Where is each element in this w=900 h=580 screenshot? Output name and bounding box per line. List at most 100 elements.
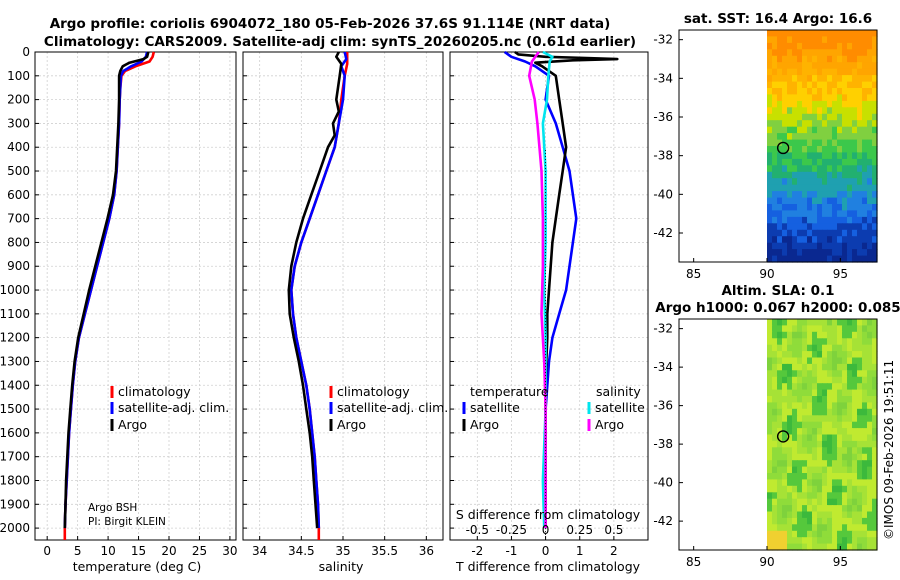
map-cell bbox=[767, 236, 773, 244]
map-cell bbox=[782, 517, 788, 525]
map-cell bbox=[862, 36, 868, 44]
map-cell bbox=[767, 543, 773, 551]
map-cell bbox=[792, 319, 798, 326]
map-cell bbox=[802, 158, 808, 166]
map-cell bbox=[812, 68, 818, 76]
map-cell bbox=[802, 75, 808, 83]
map-cell bbox=[857, 81, 863, 89]
map-cell bbox=[837, 197, 843, 205]
map-cell bbox=[777, 126, 783, 134]
map-cell bbox=[862, 440, 868, 448]
map-cell bbox=[847, 255, 853, 263]
map-cell bbox=[797, 466, 803, 474]
map-cell bbox=[857, 325, 863, 333]
map-cell bbox=[807, 351, 813, 359]
map-cell bbox=[822, 146, 828, 153]
map-cell bbox=[777, 204, 783, 211]
map-cell bbox=[767, 434, 773, 442]
map-cell bbox=[862, 383, 868, 391]
map-cell bbox=[857, 351, 863, 359]
map-cell bbox=[862, 344, 868, 352]
map-cell bbox=[852, 396, 858, 403]
map-cell bbox=[782, 152, 788, 160]
map-cell bbox=[797, 197, 803, 205]
s-diff-tick-label: 0 bbox=[542, 523, 550, 537]
map-cell bbox=[847, 344, 853, 352]
map-cell bbox=[817, 223, 823, 231]
depth-tick-label: 1900 bbox=[0, 497, 30, 511]
map-cell bbox=[812, 505, 818, 513]
map-cell bbox=[827, 139, 833, 147]
map-cell bbox=[772, 158, 778, 166]
map-cell bbox=[817, 453, 823, 461]
map-cell bbox=[787, 473, 793, 480]
map-cell bbox=[817, 363, 823, 371]
map-cell bbox=[852, 242, 858, 250]
map-cell bbox=[847, 165, 853, 173]
map-cell bbox=[827, 325, 833, 333]
map-cell bbox=[837, 331, 843, 339]
map-cell bbox=[862, 146, 868, 153]
map-cell bbox=[767, 100, 773, 108]
map-cell bbox=[772, 344, 778, 352]
map-cell bbox=[767, 210, 773, 218]
map-cell bbox=[847, 460, 853, 468]
map-cell bbox=[772, 383, 778, 391]
x-tick-label: 35.5 bbox=[371, 544, 398, 558]
legend-title-temperature: temperature bbox=[470, 384, 549, 399]
map-cell bbox=[872, 319, 878, 326]
map-cell bbox=[867, 178, 873, 186]
map-cell bbox=[782, 479, 788, 487]
map-cell bbox=[812, 338, 818, 346]
depth-axis-labels: 0100200300400500600700800900100011001200… bbox=[0, 45, 30, 535]
map-cell bbox=[862, 511, 868, 519]
map-cell bbox=[777, 408, 783, 416]
map-cell bbox=[852, 357, 858, 365]
map-cell bbox=[807, 139, 813, 147]
map-cell bbox=[847, 492, 853, 500]
imos-credit: ©IMOS 09-Feb-2026 19:51:11 bbox=[882, 360, 896, 540]
map-cell bbox=[772, 485, 778, 493]
map-cell bbox=[867, 530, 873, 538]
map-cell bbox=[847, 55, 853, 63]
map-cell bbox=[797, 492, 803, 500]
map-cell bbox=[812, 383, 818, 391]
map-cell bbox=[862, 453, 868, 461]
map-cell bbox=[842, 255, 848, 263]
series-line-argo bbox=[63, 51, 150, 529]
lat-tick-label: -34 bbox=[653, 71, 673, 85]
map-cell bbox=[772, 524, 778, 532]
map-cell bbox=[842, 171, 848, 179]
map-cell bbox=[782, 107, 788, 115]
map-cell bbox=[837, 460, 843, 468]
map-cell bbox=[797, 55, 803, 63]
map-cell bbox=[782, 62, 788, 70]
map-cell bbox=[847, 537, 853, 545]
map-cell bbox=[837, 229, 843, 237]
map-cell bbox=[782, 396, 788, 403]
map-cell bbox=[832, 530, 838, 538]
map-cell bbox=[807, 88, 813, 95]
series-line-satellite-adj-clim- bbox=[63, 51, 149, 529]
map-cell bbox=[807, 325, 813, 333]
map-cell bbox=[872, 543, 878, 551]
map-cell bbox=[802, 492, 808, 500]
map-cell bbox=[867, 331, 873, 339]
map-cell bbox=[867, 68, 873, 76]
map-cell bbox=[802, 537, 808, 545]
map-cell bbox=[842, 107, 848, 115]
map-cell bbox=[827, 49, 833, 57]
map-cell bbox=[822, 42, 828, 50]
map-cell bbox=[782, 319, 788, 326]
map-cell bbox=[872, 505, 878, 513]
map-cell bbox=[817, 236, 823, 244]
map-cell bbox=[842, 191, 848, 199]
map-cell bbox=[767, 524, 773, 532]
map-cell bbox=[847, 120, 853, 128]
map-cell bbox=[867, 319, 873, 326]
map-cell bbox=[802, 242, 808, 250]
map-cell bbox=[817, 492, 823, 500]
map-cell bbox=[782, 197, 788, 205]
map-cell bbox=[797, 473, 803, 480]
map-cell bbox=[827, 197, 833, 205]
